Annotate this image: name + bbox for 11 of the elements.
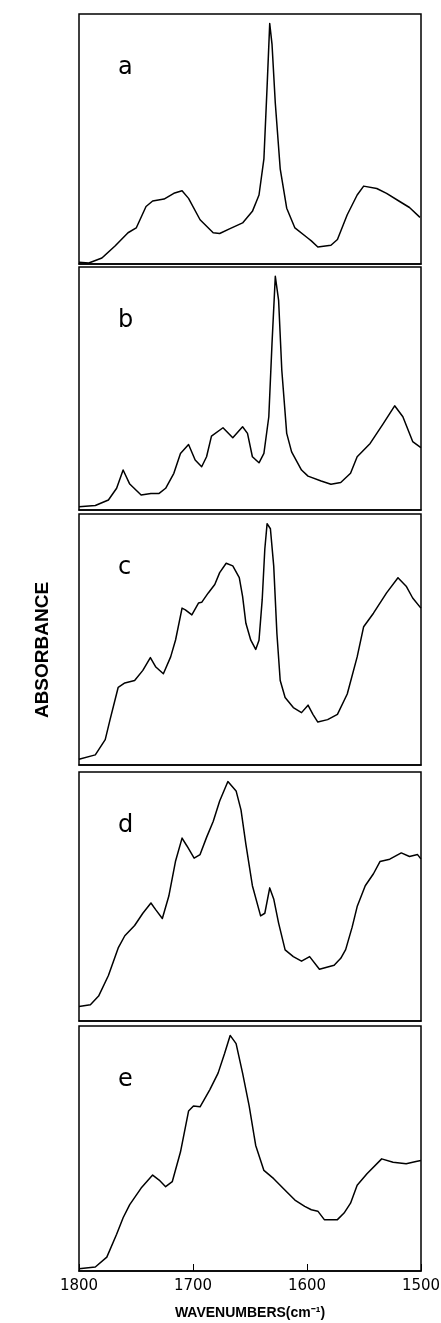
annotation: d	[118, 810, 134, 838]
x-tick-label: 1600	[287, 1275, 327, 1294]
annotation: e	[118, 1064, 133, 1092]
annotation: a	[118, 52, 133, 80]
y-axis-title: ABSORBANCE	[31, 581, 53, 718]
x-tick-label: 1500	[401, 1275, 441, 1294]
x-axis-title: WAVENUMBERS(cm⁻¹)	[174, 1304, 326, 1320]
x-tick-label: 1700	[173, 1275, 213, 1294]
annotation: b	[118, 305, 134, 333]
x-tick-label: 1800	[59, 1275, 99, 1294]
annotation: c	[118, 552, 132, 580]
